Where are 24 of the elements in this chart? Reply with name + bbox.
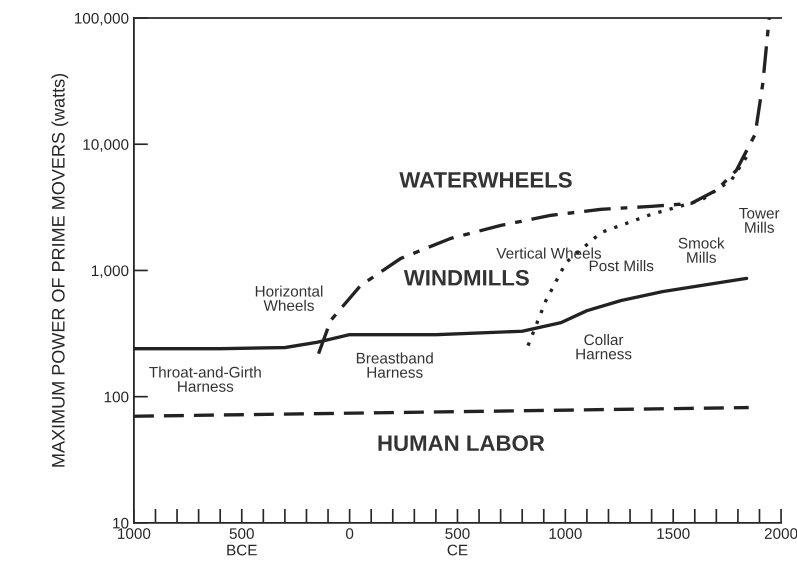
y-axis-title: MAXIMUM POWER OF PRIME MOVERS (watts) [51, 74, 68, 467]
annotation: Smock Mills [678, 237, 725, 263]
annotation: Throat-and-Girth Harness [149, 366, 261, 392]
x-tick-label: 0 [346, 528, 354, 539]
annotation: WINDMILLS [404, 270, 529, 286]
x-tick-label: 1000 [550, 528, 582, 539]
annotation: WATERWHEELS [399, 172, 572, 188]
annotation: Breastband Harness [356, 352, 433, 378]
annotation: Tower Mills [739, 208, 780, 233]
annotation: Vertical Wheels [496, 247, 602, 259]
x-tick-label: 500 CE [445, 528, 470, 556]
annotation: Collar Harness [576, 334, 632, 360]
y-tick-label: 10,000 [83, 139, 128, 152]
annotation: Post Mills [590, 260, 654, 272]
annotation: HUMAN LABOR [378, 435, 544, 452]
x-tick-label: 1000 [118, 528, 150, 539]
x-tick-label: 1500 [657, 528, 690, 539]
y-tick-label: 100,000 [74, 12, 128, 26]
y-tick-label: 100 [104, 392, 128, 402]
y-tick-label: 10 [113, 518, 128, 529]
annotation: Horizontal Wheels [256, 285, 322, 311]
x-tick-label: 2000 [764, 528, 797, 539]
y-tick-label: 1,000 [92, 265, 128, 278]
x-tick-label: 500 BCE [227, 528, 257, 556]
